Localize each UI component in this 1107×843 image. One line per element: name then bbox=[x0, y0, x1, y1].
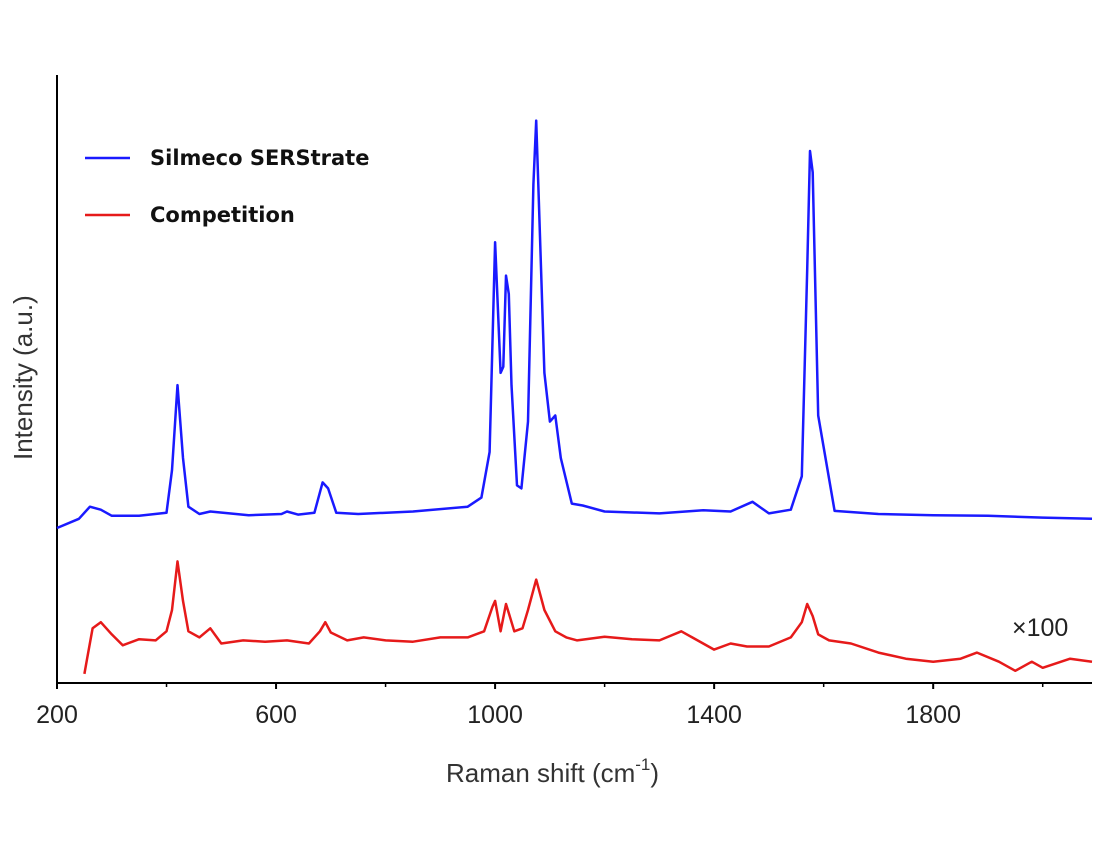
scale-annotation: ×100 bbox=[1012, 614, 1068, 642]
x-axis-title-main: Raman shift (cm bbox=[446, 758, 635, 788]
legend: Silmeco SERStrate Competition bbox=[85, 146, 369, 227]
x-ticks: 200 600 1000 1400 1800 bbox=[36, 683, 1044, 729]
x-tick-label-1800: 1800 bbox=[905, 701, 961, 729]
x-tick-label-200: 200 bbox=[36, 701, 78, 729]
series-line-silmeco bbox=[56, 119, 1093, 530]
x-axis-title-sup: -1 bbox=[635, 755, 650, 774]
x-tick-label-1000: 1000 bbox=[467, 701, 523, 729]
x-axis-title: Raman shift (cm-1) bbox=[446, 755, 659, 788]
x-tick-label-1400: 1400 bbox=[686, 701, 742, 729]
series-line-competition bbox=[83, 560, 1093, 675]
y-axis-title: Intensity (a.u.) bbox=[8, 295, 38, 460]
series-group bbox=[56, 119, 1093, 675]
legend-label-competition: Competition bbox=[150, 203, 295, 227]
x-tick-label-600: 600 bbox=[255, 701, 297, 729]
legend-label-silmeco: Silmeco SERStrate bbox=[150, 146, 369, 170]
x-axis-title-end: ) bbox=[650, 758, 659, 788]
